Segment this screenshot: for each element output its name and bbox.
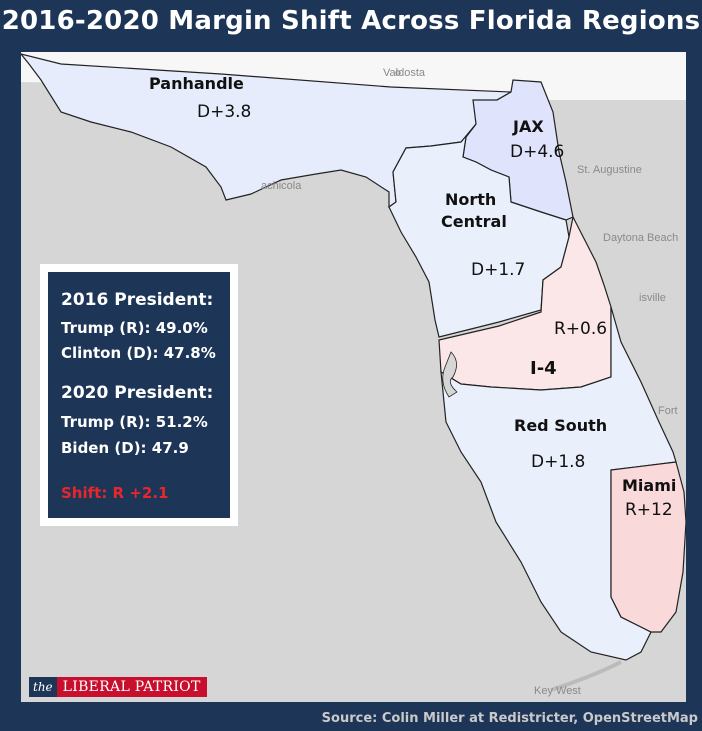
results-box: 2016 President: Trump (R): 49.0% Clinton… xyxy=(40,264,238,526)
region-value-north-central: D+1.7 xyxy=(471,260,526,280)
logo-name: LIBERAL PATRIOT xyxy=(56,677,207,697)
region-label-north: North xyxy=(445,190,497,209)
results-box-inner: 2016 President: Trump (R): 49.0% Clinton… xyxy=(48,272,230,518)
biden-2020: Biden (D): 47.9 xyxy=(61,439,189,457)
city-apalachicola: achicola xyxy=(261,180,302,192)
florida-map xyxy=(21,52,686,692)
region-value-i4: R+0.6 xyxy=(554,319,608,339)
city-key-west: Key West xyxy=(534,685,581,697)
clinton-2016: Clinton (D): 47.8% xyxy=(61,344,216,362)
region-label-i4: I-4 xyxy=(530,358,557,379)
city-fort: Fort xyxy=(658,405,678,417)
valdosta-dot xyxy=(395,70,401,76)
trump-2020: Trump (R): 51.2% xyxy=(61,413,208,431)
city-titusville: isville xyxy=(639,292,666,304)
region-value-miami: R+12 xyxy=(625,500,673,520)
region-north-central xyxy=(388,123,570,338)
city-st-augustine: St. Augustine xyxy=(577,164,642,176)
region-label-panhandle: Panhandle xyxy=(149,74,244,93)
liberal-patriot-logo: the LIBERAL PATRIOT xyxy=(29,677,207,697)
map-canvas[interactable]: Valdosta achicola St. Augustine Daytona … xyxy=(21,52,686,702)
logo-the: the xyxy=(29,677,57,697)
heading-2020: 2020 President: xyxy=(61,383,214,403)
region-label-central: Central xyxy=(441,212,507,231)
tampa-bay xyxy=(442,351,458,398)
region-value-red-south: D+1.8 xyxy=(531,452,586,472)
source-credit: Source: Colin Miller at Redistricter, Op… xyxy=(321,711,698,726)
region-label-jax: JAX xyxy=(513,117,544,136)
heading-2016: 2016 President: xyxy=(61,290,214,310)
city-daytona-beach: Daytona Beach xyxy=(603,232,679,244)
city-valdosta: Valdosta xyxy=(383,67,425,79)
region-value-jax: D+4.6 xyxy=(510,142,565,162)
region-miami xyxy=(610,461,686,633)
shift-value: Shift: R +2.1 xyxy=(61,484,169,502)
region-value-panhandle: D+3.8 xyxy=(197,102,252,122)
florida-keys xyxy=(550,660,622,692)
trump-2016: Trump (R): 49.0% xyxy=(61,319,208,337)
region-label-red-south: Red South xyxy=(514,416,608,435)
region-label-miami: Miami xyxy=(622,476,677,495)
map-title: 2016-2020 Margin Shift Across Florida Re… xyxy=(1,6,701,36)
